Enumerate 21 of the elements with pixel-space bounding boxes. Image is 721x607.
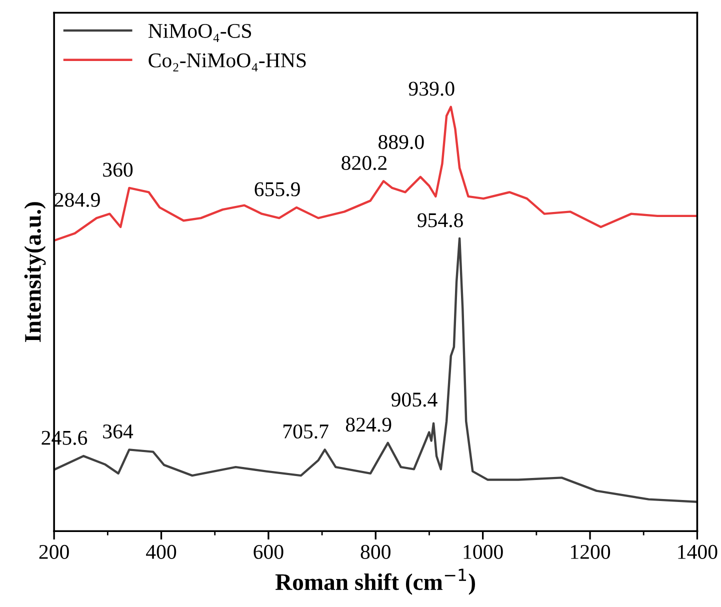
legend-label: NiMoO₄-CS <box>148 24 252 42</box>
annotation: 655.9 <box>254 182 300 196</box>
y-axis-title: Intensity(a.u.) <box>24 202 46 342</box>
annotation: 360 <box>103 162 133 177</box>
annotation: 824.9 <box>346 418 392 432</box>
annotation: 364 <box>103 424 134 438</box>
x-tick-label: 800 <box>360 544 390 559</box>
x-axis-title: Roman shift (cm$^{−1}$) <box>275 568 475 595</box>
annotation: 705.7 <box>284 424 328 439</box>
x-tick-label: 200 <box>39 544 69 559</box>
annotation: 954.8 <box>418 213 463 228</box>
x-tick-label: 1000 <box>464 544 503 559</box>
annotation: 889.0 <box>378 135 424 150</box>
annotation: 939.0 <box>408 82 454 96</box>
x-tick-label: 1400 <box>678 544 718 559</box>
x-tick-label: 600 <box>254 544 284 559</box>
annotation: 905.4 <box>391 392 438 407</box>
legend-label: Co₂-NiMoO₄-HNS <box>148 53 306 72</box>
annotation: 820.2 <box>342 156 387 170</box>
x-tick-label: 1200 <box>571 544 610 559</box>
x-tick-label: 400 <box>146 544 176 559</box>
